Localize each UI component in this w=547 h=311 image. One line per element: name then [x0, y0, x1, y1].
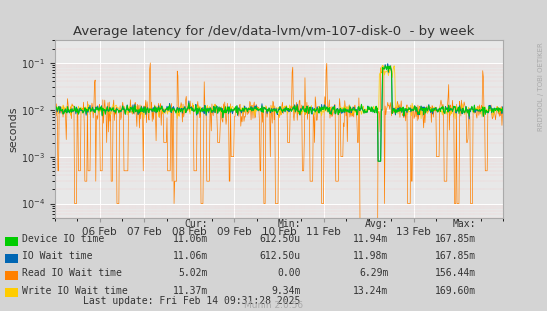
- Text: 11.06m: 11.06m: [173, 251, 208, 261]
- Text: Min:: Min:: [277, 219, 301, 229]
- Text: 167.85m: 167.85m: [435, 251, 476, 261]
- Text: Read IO Wait time: Read IO Wait time: [22, 268, 122, 278]
- Text: 167.85m: 167.85m: [435, 234, 476, 244]
- Text: 11.06m: 11.06m: [173, 234, 208, 244]
- Text: 612.50u: 612.50u: [260, 251, 301, 261]
- Text: Average latency for /dev/data-lvm/vm-107-disk-0  - by week: Average latency for /dev/data-lvm/vm-107…: [73, 25, 474, 38]
- Text: 13.24m: 13.24m: [353, 285, 388, 295]
- Text: 6.29m: 6.29m: [359, 268, 388, 278]
- Text: 11.94m: 11.94m: [353, 234, 388, 244]
- Text: 9.34m: 9.34m: [271, 285, 301, 295]
- Text: 169.60m: 169.60m: [435, 285, 476, 295]
- Text: 11.37m: 11.37m: [173, 285, 208, 295]
- Text: 5.02m: 5.02m: [178, 268, 208, 278]
- Text: 11.98m: 11.98m: [353, 251, 388, 261]
- Text: 156.44m: 156.44m: [435, 268, 476, 278]
- Text: Avg:: Avg:: [365, 219, 388, 229]
- Text: Max:: Max:: [452, 219, 476, 229]
- Text: 612.50u: 612.50u: [260, 234, 301, 244]
- Y-axis label: seconds: seconds: [8, 106, 18, 152]
- Text: 0.00: 0.00: [277, 268, 301, 278]
- Text: Device IO time: Device IO time: [22, 234, 104, 244]
- Text: IO Wait time: IO Wait time: [22, 251, 92, 261]
- Text: Write IO Wait time: Write IO Wait time: [22, 285, 127, 295]
- Text: Munin 2.0.56: Munin 2.0.56: [244, 301, 303, 310]
- Text: Cur:: Cur:: [184, 219, 208, 229]
- Text: RRDTOOL / TOBI OETIKER: RRDTOOL / TOBI OETIKER: [538, 43, 544, 132]
- Text: Last update: Fri Feb 14 09:31:28 2025: Last update: Fri Feb 14 09:31:28 2025: [84, 296, 301, 306]
